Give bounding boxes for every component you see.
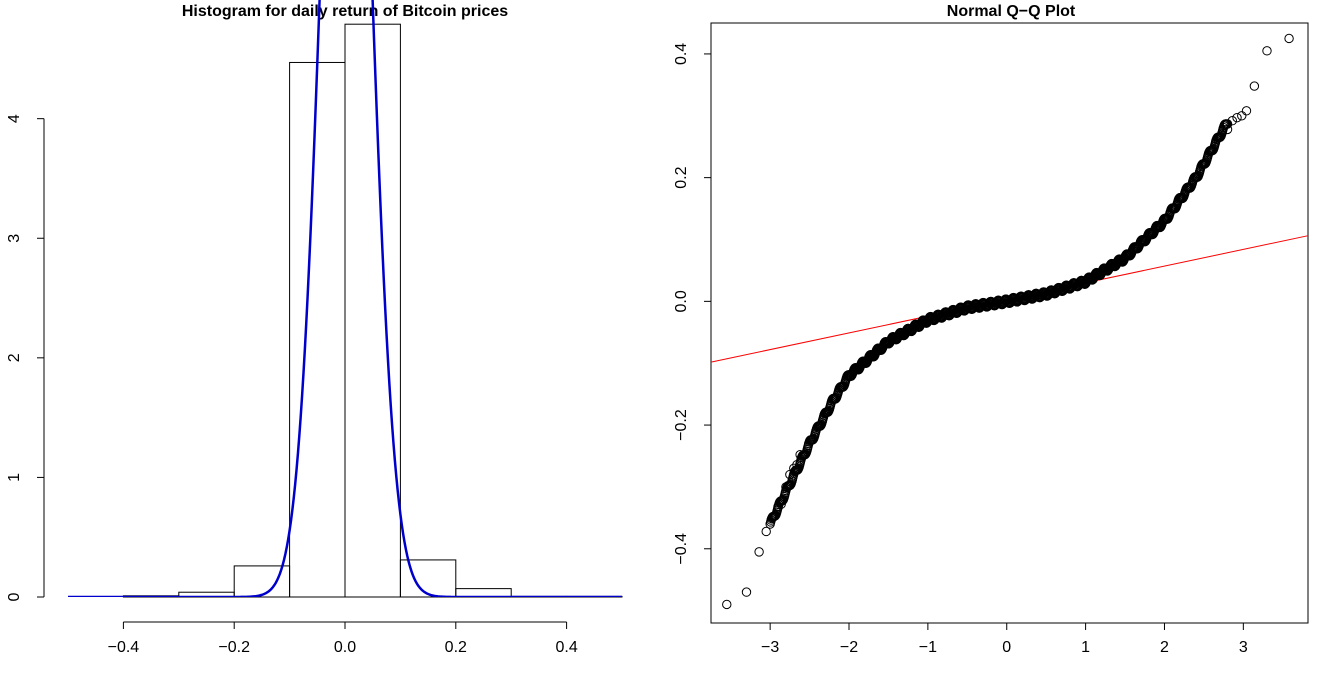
qq-points (722, 33, 1294, 610)
histogram-panel: Histogram for daily return of Bitcoin pr… (6, 0, 623, 656)
qq-point (1237, 111, 1247, 121)
histogram-y-tick-label: 3 (6, 234, 23, 243)
histogram-bar-5 (399, 559, 457, 598)
histogram-x-tick-label: −0.4 (108, 639, 140, 656)
qq-point (1222, 124, 1233, 135)
qq-point (1232, 112, 1242, 123)
qq-y-tick-label: −0.4 (673, 533, 690, 565)
qq-x-tick-label: −2 (840, 639, 858, 656)
qq-point (1262, 46, 1272, 56)
qq-point (767, 513, 778, 523)
histogram-y-axis: 0 1 2 3 4 (6, 114, 45, 601)
histogram-x-axis: −0.4 −0.2 0.0 0.2 0.4 (108, 621, 578, 656)
histogram-x-tick-label: 0.0 (334, 639, 356, 656)
histogram-y-tick-label: 4 (6, 114, 23, 123)
qq-point (741, 587, 752, 597)
histogram-y-tick-label: 2 (6, 353, 23, 362)
qq-point (1222, 119, 1233, 129)
histogram-bar-4 (344, 23, 401, 598)
qq-point (1249, 81, 1260, 91)
qq-x-tick-label: −1 (919, 639, 937, 656)
qq-y-axis: −0.4 −0.2 0.0 0.2 0.4 (673, 43, 711, 565)
qq-y-tick-label: 0.2 (673, 166, 690, 188)
qq-point (781, 482, 791, 492)
qq-point (773, 502, 783, 512)
qq-x-tick-label: −3 (761, 639, 779, 656)
qq-point (795, 450, 805, 460)
qq-y-tick-label: −0.2 (673, 409, 690, 441)
histogram-bar-3 (289, 61, 346, 598)
qq-y-tick-label: 0.0 (673, 290, 690, 312)
qq-point (1284, 33, 1294, 44)
qq-point (1227, 116, 1237, 126)
histogram-y-tick-label: 1 (6, 473, 23, 482)
histogram-y-tick-label: 0 (6, 592, 23, 601)
histogram-x-tick-label: 0.2 (445, 639, 467, 656)
qq-point (1241, 106, 1252, 116)
qq-plot-panel: Normal Q−Q Plot −3 −2 −1 0 1 2 3 −0.4 −0.2 0.0 0.… (673, 3, 1309, 656)
qq-point (761, 526, 771, 537)
qq-plot-title: Normal Q−Q Plot (947, 3, 1076, 20)
qq-x-tick-label: 2 (1160, 639, 1169, 656)
histogram-x-tick-label: −0.2 (218, 639, 250, 656)
histogram-bars (122, 23, 623, 598)
qq-x-tick-label: 3 (1239, 639, 1248, 656)
qq-point (776, 499, 786, 509)
qq-y-tick-label: 0.4 (673, 43, 690, 65)
qq-x-tick-label: 0 (1002, 639, 1011, 656)
qq-plot-box (710, 22, 1309, 624)
histogram-title: Histogram for daily return of Bitcoin pr… (182, 3, 508, 20)
qq-point (792, 459, 802, 470)
qq-x-axis: −3 −2 −1 0 1 2 3 (761, 622, 1248, 656)
qq-point (754, 547, 764, 557)
histogram-x-tick-label: 0.4 (555, 639, 577, 656)
qq-point (722, 599, 732, 610)
qq-x-tick-label: 1 (1081, 639, 1090, 656)
